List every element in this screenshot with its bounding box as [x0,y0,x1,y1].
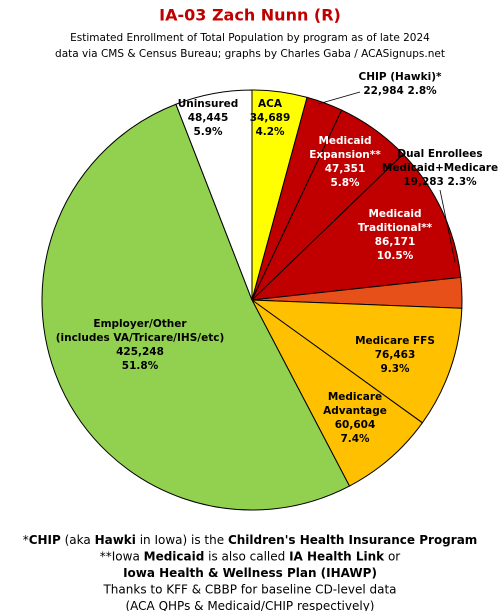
leader-line [317,91,361,105]
percent-label: 7.4% [340,433,370,445]
value-label: 425,248 [116,346,164,358]
pie-slice [41,103,351,511]
slice-label: CHIP (Hawki)* [359,71,443,83]
slice-label: Dual Enrollees [397,148,482,160]
percent-label: 5.8% [330,177,360,189]
pie-slice [175,89,253,301]
footnote-part: Thanks to KFF & CBBP for baseline CD-lev… [102,582,396,596]
chart-title: IA-03 Zach Nunn (R) [159,6,341,25]
footnote-part: CHIP [29,533,61,547]
slice-label: Uninsured [178,98,239,110]
footnote: Thanks to KFF & CBBP for baseline CD-lev… [102,582,396,596]
value-label: 76,463 [375,349,416,361]
slice-label: Medicare FFS [355,335,435,347]
percent-label: 4.2% [255,126,285,138]
percent-label: 51.8% [122,360,159,372]
slice-label: Employer/Other [93,318,187,330]
chart-subtitle: Estimated Enrollment of Total Population… [70,32,430,44]
value-label: 34,689 [250,112,291,124]
leader-line [439,189,456,263]
footnote-part: Iowa Health & Wellness Plan (IHAWP) [123,566,377,580]
value-label: 19,283 [403,176,444,188]
value-label: 86,171 [375,236,416,248]
footnote: Iowa Health & Wellness Plan (IHAWP) [123,566,377,580]
slice-label: Advantage [323,405,387,417]
slice-value: 22,984 2.8% [363,85,437,97]
value-label: 22,984 [363,85,404,97]
footnote: (ACA QHPs & Medicaid/CHIP respectively) [126,599,375,612]
footnote-part: IA Health Link [289,549,385,563]
footnote-part: in Iowa) is the [136,533,228,547]
footnote-part: **Iowa [100,549,144,563]
percent-label: 2.3% [448,176,478,188]
slice-label: Expansion** [309,149,381,161]
slice-label: Medicaid+Medicare [382,162,498,174]
value-label: 48,445 [188,112,229,124]
percent-label: 2.8% [408,85,438,97]
footnote: *CHIP (aka Hawki in Iowa) is the Childre… [23,533,478,547]
slice-label: Medicaid [368,208,421,220]
footnote-part: Children's Health Insurance Program [228,533,477,547]
footnote-part: Medicaid [144,549,205,563]
slice-label: Traditional** [358,222,433,234]
percent-label: 5.9% [193,126,223,138]
footnote-part: or [384,549,400,563]
footnote-part: is also called [204,549,289,563]
value-label: 47,351 [325,163,366,175]
pie-slice [250,299,463,424]
footnote: **Iowa Medicaid is also called IA Health… [100,549,401,563]
value-label: 60,604 [335,419,376,431]
chart-subtitle: data via CMS & Census Bureau; graphs by … [55,48,445,60]
footnote-part: (ACA QHPs & Medicaid/CHIP respectively) [126,599,375,612]
slice-label: (includes VA/Tricare/IHS/etc) [56,332,225,344]
slice-label: ACA [258,98,283,110]
slice-label: Medicaid [318,135,371,147]
percent-label: 10.5% [377,250,414,262]
slice-label: Medicare [328,391,382,403]
pie-slice [251,299,424,487]
footnote-part: (aka [61,533,95,547]
footnote-part: Hawki [95,533,136,547]
slice-value: 19,283 2.3% [403,176,477,188]
percent-label: 9.3% [380,363,410,375]
footnote-part: * [23,533,29,547]
pie-slice [250,153,462,301]
